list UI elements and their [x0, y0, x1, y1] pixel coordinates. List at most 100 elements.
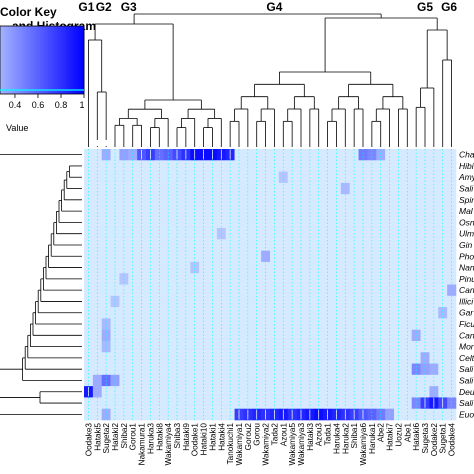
heatmap-cell [296, 205, 306, 218]
heatmap-cell [411, 397, 421, 410]
heatmap-cell [305, 340, 315, 353]
heatmap-cell [305, 194, 315, 206]
heatmap-cell [385, 340, 395, 353]
heatmap-cell [243, 261, 253, 274]
row-label: Spir [459, 195, 474, 205]
heatmap-cell [278, 363, 289, 376]
heatmap-cell [252, 340, 262, 353]
heatmap-cell [146, 408, 156, 421]
heatmap-cell [119, 363, 129, 376]
heatmap-cell [420, 160, 430, 172]
heatmap-cell [119, 340, 129, 353]
heatmap-cell [261, 352, 271, 364]
heatmap-cell [367, 340, 377, 353]
heatmap-cell [225, 261, 235, 274]
heatmap-cell [154, 149, 165, 161]
heatmap-cell [305, 295, 315, 308]
heatmap-cell [92, 307, 103, 319]
heatmap-cell [146, 194, 156, 206]
heatmap-cell [261, 239, 271, 251]
heatmap-cell [199, 239, 209, 251]
heatmap-cell [332, 295, 342, 308]
heatmap-cell [92, 340, 103, 353]
heatmap-cell [305, 261, 315, 274]
heatmap-cell [278, 397, 289, 410]
heatmap-cell [429, 239, 439, 251]
heatmap-cell [278, 149, 289, 161]
heatmap-cell [199, 408, 209, 421]
column-label: Gorou [253, 423, 262, 446]
heatmap-cell [305, 363, 315, 376]
heatmap-cell [358, 239, 368, 251]
row-label: Gar [459, 308, 474, 318]
heatmap-cell [270, 352, 280, 364]
color-key-strip [60, 26, 64, 94]
heatmap-cell [278, 239, 289, 251]
heatmap-cell [270, 340, 280, 353]
heatmap-cell [367, 160, 377, 172]
heatmap-cell [447, 160, 457, 172]
heatmap-cell [429, 205, 439, 218]
heatmap-cell [172, 397, 182, 410]
heatmap-cell [243, 250, 253, 263]
heatmap-cell [340, 261, 351, 274]
heatmap-cell [172, 363, 182, 376]
heatmap-cell [208, 397, 218, 410]
heatmap-cell [438, 250, 448, 263]
heatmap-cell [287, 149, 297, 161]
heatmap-cell [110, 261, 120, 274]
color-key-strip [12, 26, 16, 94]
heatmap-cell [447, 149, 457, 161]
heatmap-cell [234, 149, 244, 161]
heatmap-cell [420, 239, 430, 251]
heatmap-cell [447, 239, 457, 251]
heatmap-cell [429, 363, 439, 376]
heatmap-cell [92, 194, 103, 206]
heatmap-cell [385, 239, 395, 251]
heatmap-cell [438, 194, 448, 206]
heatmap-cell [349, 352, 359, 364]
heatmap-cell [119, 397, 129, 410]
heatmap-cell [216, 352, 227, 364]
heatmap-cell [243, 239, 253, 251]
heatmap-cell [447, 250, 457, 263]
heatmap-cell [110, 340, 120, 353]
heatmap-cell [208, 250, 218, 263]
heatmap-cell [411, 352, 421, 364]
color-key-strip [0, 26, 3, 94]
color-key-strip [44, 26, 47, 94]
heatmap-cell [252, 295, 262, 308]
column-label: Sugeta1 [439, 423, 448, 454]
heatmap-cell [270, 397, 280, 410]
heatmap-cell [199, 261, 209, 274]
heatmap-cell [385, 295, 395, 308]
color-key-strip [54, 26, 58, 94]
heatmap-cell [349, 205, 359, 218]
heatmap-cell [172, 295, 182, 308]
heatmap-cell [128, 295, 138, 308]
heatmap-cell [163, 261, 173, 274]
heatmap-cell [172, 261, 182, 274]
heatmap-cell [411, 250, 421, 263]
column-label: Hataki8 [155, 423, 164, 451]
heatmap-cell [287, 397, 297, 410]
heatmap-cell [278, 250, 289, 263]
heatmap-cell [402, 194, 413, 206]
heatmap-cell [429, 307, 439, 319]
heatmap-cell [128, 340, 138, 353]
heatmap-cell [447, 261, 457, 274]
heatmap-cell [110, 408, 120, 421]
heatmap-cell [340, 250, 351, 263]
row-label: Mor [459, 342, 474, 352]
heatmap-cell [225, 340, 235, 353]
heatmap-cell [332, 261, 342, 274]
heatmap-cell [411, 261, 421, 274]
heatmap-cell [128, 194, 138, 206]
color-key-strip [23, 26, 26, 94]
heatmap-cell [119, 408, 129, 421]
heatmap-cell [208, 352, 218, 364]
heatmap-cell [296, 250, 306, 263]
heatmap-cell [296, 261, 306, 274]
heatmap-cell [163, 352, 173, 364]
heatmap-cell [376, 295, 386, 308]
